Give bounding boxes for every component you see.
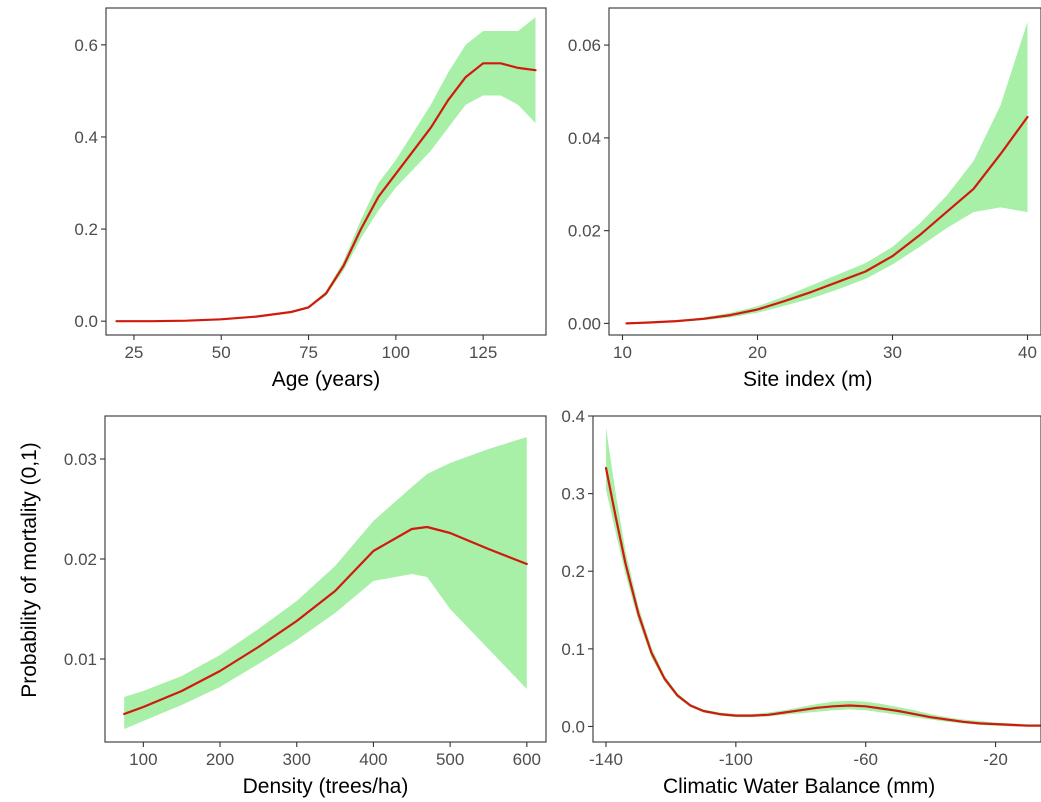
- x-axis-title: Climatic Water Balance (mm): [663, 775, 935, 798]
- y-tick-label: 0.02: [64, 550, 97, 569]
- x-tick-label: 200: [206, 750, 234, 769]
- x-tick-label: 500: [436, 750, 464, 769]
- y-tick-label: 0.4: [74, 128, 98, 147]
- y-tick-label: 0.00: [568, 314, 601, 333]
- x-tick-label: 600: [513, 750, 541, 769]
- y-tick-label: 0.03: [64, 450, 97, 469]
- panel-2: 10 20 30 40 0.00 0.02 0.04 0.06 Site index (m): [568, 7, 1041, 391]
- y-tick-label: 0.4: [561, 407, 585, 426]
- y-tick-label: 0.6: [74, 36, 98, 55]
- x-tick-label: 10: [613, 343, 632, 362]
- confidence-band: [116, 17, 536, 322]
- confidence-band: [606, 427, 1041, 727]
- y-tick-label: 0.02: [568, 222, 601, 241]
- x-tick-label: 300: [283, 750, 311, 769]
- panel-plot-area: [604, 427, 1041, 727]
- x-tick-label: 25: [124, 343, 143, 362]
- x-tick-label: 50: [212, 343, 231, 362]
- panel-frame: [104, 415, 547, 743]
- y-tick-label: 0.0: [561, 717, 585, 736]
- y-axis-title: Probability of mortality (0,1): [18, 442, 41, 698]
- y-tick-label: 0.0: [74, 312, 98, 331]
- fitted-line: [123, 525, 528, 716]
- confidence-band: [124, 437, 527, 729]
- x-tick-label: -140: [589, 750, 623, 769]
- panel-plot-area: [625, 21, 1029, 325]
- x-tick-label: -60: [853, 750, 878, 769]
- y-tick-label: 0.06: [568, 36, 601, 55]
- panel-frame: [592, 415, 1041, 743]
- y-tick-label: 0.2: [74, 220, 98, 239]
- y-tick-label: 0.2: [561, 562, 585, 581]
- panel-frame: [105, 7, 547, 336]
- panel-plot-area: [123, 437, 528, 729]
- y-tick-label: 0.01: [64, 650, 97, 669]
- confidence-band: [626, 21, 1028, 324]
- panel-4: -140 -100 -60 -20 0.0 0.1 0.2 0.3 0.4 Climatic Wa…: [561, 407, 1041, 798]
- x-tick-label: 125: [469, 343, 497, 362]
- y-tick-label: 0.3: [561, 485, 585, 504]
- x-axis-title: Site index (m): [743, 368, 873, 391]
- fitted-line: [604, 466, 1041, 727]
- panel-1: 25 50 75 100 125 0.0 0.2 0.4 0.6 Age (years): [74, 7, 547, 391]
- x-tick-label: 30: [883, 343, 902, 362]
- y-tick-label: 0.1: [561, 640, 585, 659]
- fitted-line: [625, 115, 1029, 325]
- x-tick-label: 40: [1018, 343, 1037, 362]
- panel-frame: [608, 7, 1041, 336]
- x-tick-label: 100: [382, 343, 410, 362]
- x-axis-title: Density (trees/ha): [243, 775, 409, 798]
- y-tick-label: 0.04: [568, 129, 601, 148]
- x-tick-label: 100: [129, 750, 157, 769]
- x-tick-label: -100: [719, 750, 753, 769]
- x-tick-label: 20: [748, 343, 767, 362]
- x-tick-label: -20: [983, 750, 1008, 769]
- fitted-line: [115, 62, 537, 323]
- x-tick-label: 400: [359, 750, 387, 769]
- panel-3: 100 200 300 400 500 600 0.01 0.02 0.03 Density (t…: [64, 415, 547, 798]
- x-axis-title: Age (years): [272, 368, 381, 391]
- x-tick-label: 75: [299, 343, 318, 362]
- panel-plot-area: [115, 17, 537, 323]
